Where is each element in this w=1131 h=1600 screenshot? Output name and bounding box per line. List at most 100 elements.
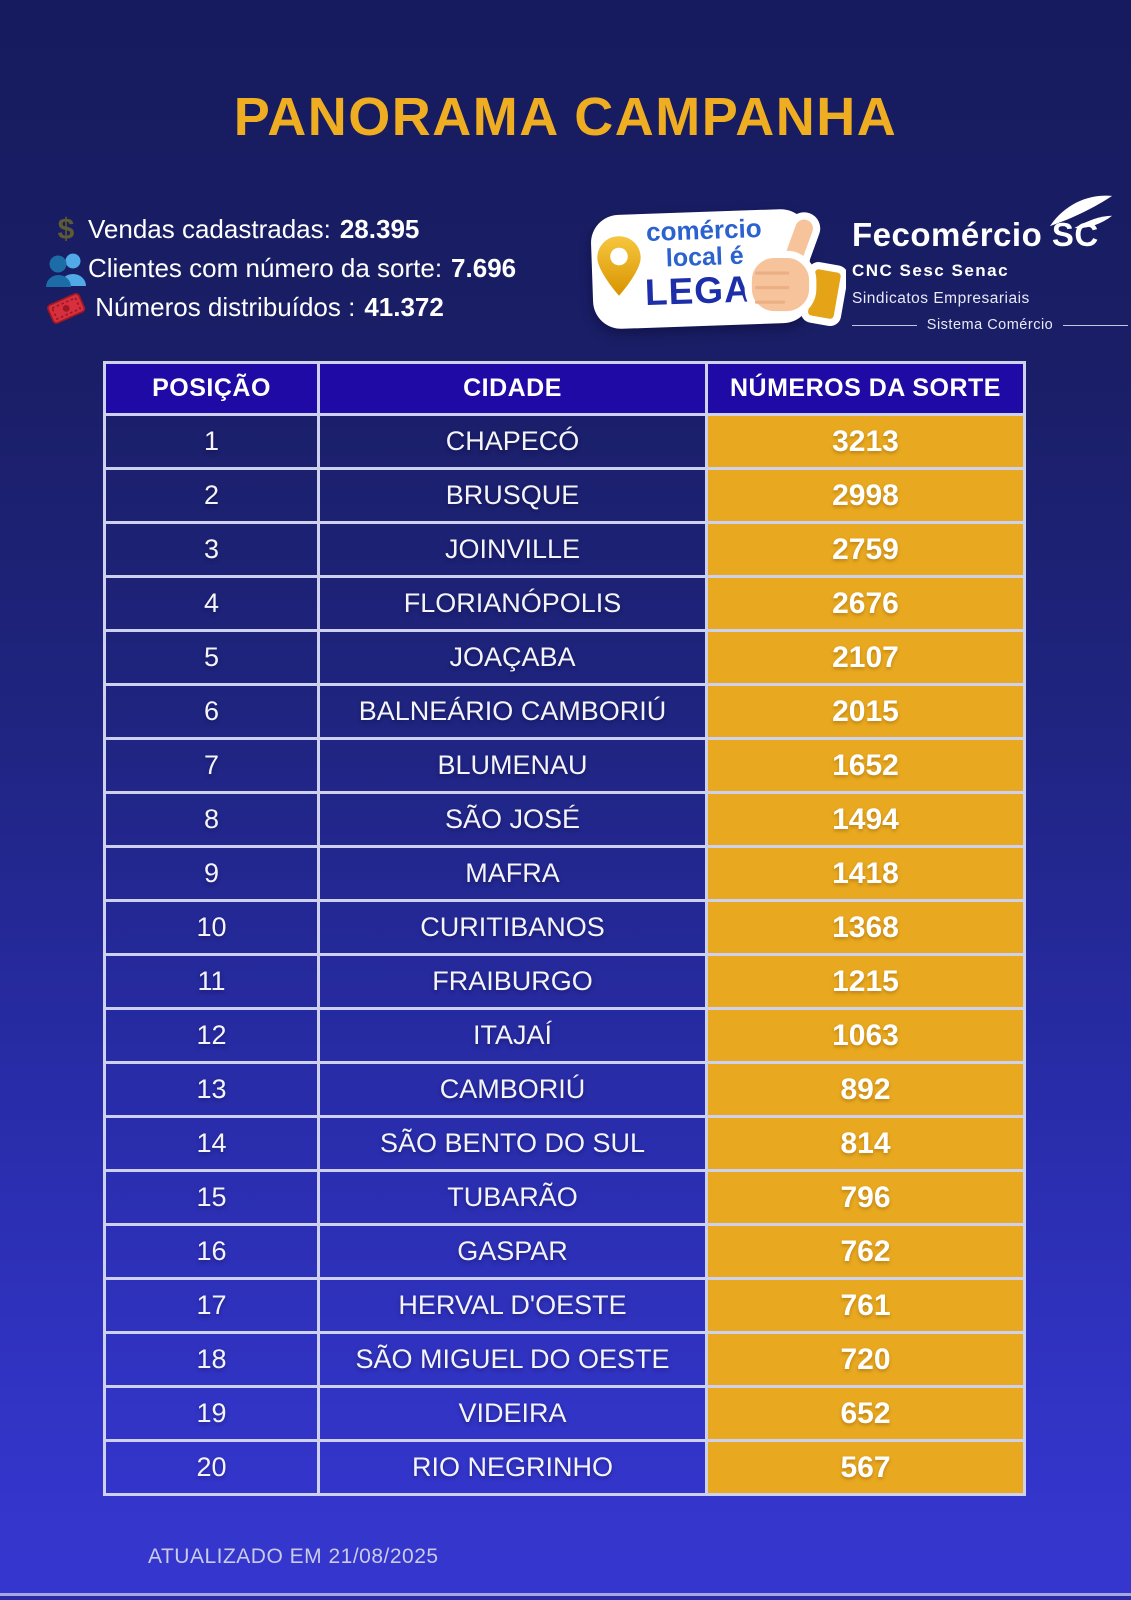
position-cell: 15 bbox=[103, 1169, 320, 1226]
numbers-cell: 892 bbox=[705, 1061, 1026, 1118]
city-cell: CURITIBANOS bbox=[317, 899, 708, 956]
position-cell: 5 bbox=[103, 629, 320, 686]
position-cell: 3 bbox=[103, 521, 320, 578]
numbers-cell: 1063 bbox=[705, 1007, 1026, 1064]
numbers-cell: 1215 bbox=[705, 953, 1026, 1010]
stat-value: 28.395 bbox=[339, 214, 420, 244]
header-numeros-da-sorte: NÚMEROS DA SORTE bbox=[705, 361, 1026, 416]
city-cell: HERVAL D'OESTE bbox=[317, 1277, 708, 1334]
position-cell: 12 bbox=[103, 1007, 320, 1064]
position-cell: 4 bbox=[103, 575, 320, 632]
table-row: 12 ITAJAÍ 1063 bbox=[103, 1007, 1026, 1064]
city-cell: VIDEIRA bbox=[317, 1385, 708, 1442]
stat-row-vendas: $ Vendas cadastradas: 28.395 bbox=[44, 210, 604, 249]
logo-system-line: Sistema Comércio bbox=[852, 317, 1129, 333]
numbers-cell: 814 bbox=[705, 1115, 1026, 1172]
logo-subtitle: Sindicatos Empresariais bbox=[852, 290, 1030, 307]
position-cell: 7 bbox=[103, 737, 320, 794]
city-cell: FLORIANÓPOLIS bbox=[317, 575, 708, 632]
table-row: 1 CHAPECÓ 3213 bbox=[103, 413, 1026, 470]
position-cell: 11 bbox=[103, 953, 320, 1010]
position-cell: 14 bbox=[103, 1115, 320, 1172]
table-row: 18 SÃO MIGUEL DO OESTE 720 bbox=[103, 1331, 1026, 1388]
stat-value: 41.372 bbox=[364, 292, 444, 322]
stat-value: 7.696 bbox=[451, 253, 517, 283]
city-cell: CHAPECÓ bbox=[317, 413, 708, 470]
city-cell: GASPAR bbox=[317, 1223, 708, 1280]
position-cell: 17 bbox=[103, 1277, 320, 1334]
numbers-cell: 796 bbox=[705, 1169, 1026, 1226]
position-cell: 16 bbox=[103, 1223, 320, 1280]
numbers-cell: 2759 bbox=[705, 521, 1026, 578]
position-cell: 1 bbox=[103, 413, 320, 470]
position-cell: 20 bbox=[103, 1439, 320, 1496]
position-cell: 2 bbox=[103, 467, 320, 524]
numbers-cell: 3213 bbox=[705, 413, 1026, 470]
table-row: 8 SÃO JOSÉ 1494 bbox=[103, 791, 1026, 848]
dollar-icon: $ bbox=[57, 212, 75, 246]
table-row: 16 GASPAR 762 bbox=[103, 1223, 1026, 1280]
position-cell: 8 bbox=[103, 791, 320, 848]
numbers-cell: 2015 bbox=[705, 683, 1026, 740]
location-pin-icon bbox=[597, 236, 641, 296]
table-row: 17 HERVAL D'OESTE 761 bbox=[103, 1277, 1026, 1334]
city-cell: BRUSQUE bbox=[317, 467, 708, 524]
table-row: 11 FRAIBURGO 1215 bbox=[103, 953, 1026, 1010]
table-row: 10 CURITIBANOS 1368 bbox=[103, 899, 1026, 956]
numbers-cell: 2107 bbox=[705, 629, 1026, 686]
table-row: 15 TUBARÃO 796 bbox=[103, 1169, 1026, 1226]
divider-line bbox=[852, 324, 917, 326]
numbers-cell: 720 bbox=[705, 1331, 1026, 1388]
city-cell: SÃO BENTO DO SUL bbox=[317, 1115, 708, 1172]
city-cell: CAMBORIÚ bbox=[317, 1061, 708, 1118]
stat-row-clientes: Clientes com número da sorte: 7.696 bbox=[44, 249, 604, 288]
stat-label: Números distribuídos : bbox=[88, 292, 356, 322]
table-row: 4 FLORIANÓPOLIS 2676 bbox=[103, 575, 1026, 632]
numbers-cell: 567 bbox=[705, 1439, 1026, 1496]
numbers-cell: 652 bbox=[705, 1385, 1026, 1442]
table-row: 6 BALNEÁRIO CAMBORIÚ 2015 bbox=[103, 683, 1026, 740]
table-row: 19 VIDEIRA 652 bbox=[103, 1385, 1026, 1442]
position-cell: 9 bbox=[103, 845, 320, 902]
logo-name: Fecomércio SC bbox=[852, 195, 1128, 254]
bottom-edge-strip bbox=[0, 1593, 1131, 1600]
city-cell: BLUMENAU bbox=[317, 737, 708, 794]
city-cell: BALNEÁRIO CAMBORIÚ bbox=[317, 683, 708, 740]
city-cell: SÃO JOSÉ bbox=[317, 791, 708, 848]
city-cell: FRAIBURGO bbox=[317, 953, 708, 1010]
stats-list: $ Vendas cadastradas: 28.395 Clientes co… bbox=[44, 210, 604, 327]
table-row: 2 BRUSQUE 2998 bbox=[103, 467, 1026, 524]
table-row: 7 BLUMENAU 1652 bbox=[103, 737, 1026, 794]
table-row: 9 MAFRA 1418 bbox=[103, 845, 1026, 902]
position-cell: 6 bbox=[103, 683, 320, 740]
numbers-cell: 1368 bbox=[705, 899, 1026, 956]
table-row: 20 RIO NEGRINHO 567 bbox=[103, 1439, 1026, 1496]
city-cell: JOAÇABA bbox=[317, 629, 708, 686]
campaign-badge: comércio local é LEGAL bbox=[580, 198, 846, 338]
position-cell: 10 bbox=[103, 899, 320, 956]
clients-icon bbox=[44, 251, 88, 287]
numbers-cell: 1494 bbox=[705, 791, 1026, 848]
numbers-cell: 2998 bbox=[705, 467, 1026, 524]
city-cell: RIO NEGRINHO bbox=[317, 1439, 708, 1496]
page-title: PANORAMA CAMPANHA bbox=[233, 87, 898, 147]
position-cell: 19 bbox=[103, 1385, 320, 1442]
table-header-row: POSIÇÃO CIDADE NÚMEROS DA SORTE bbox=[103, 361, 1026, 416]
header-posicao: POSIÇÃO bbox=[103, 361, 320, 416]
numbers-cell: 2676 bbox=[705, 575, 1026, 632]
fecomercio-logo: Fecomércio SC CNC Sesc Senac Sindicatos … bbox=[852, 195, 1129, 333]
wing-icon bbox=[1049, 195, 1113, 229]
table-row: 3 JOINVILLE 2759 bbox=[103, 521, 1026, 578]
city-cell: ITAJAÍ bbox=[317, 1007, 708, 1064]
table-row: 13 CAMBORIÚ 892 bbox=[103, 1061, 1026, 1118]
header-cidade: CIDADE bbox=[317, 361, 708, 416]
ranking-table: POSIÇÃO CIDADE NÚMEROS DA SORTE 1 CHAPECÓ… bbox=[103, 361, 1026, 1496]
ticket-icon bbox=[44, 288, 88, 328]
updated-at-text: ATUALIZADO EM 21/08/2025 bbox=[148, 1545, 439, 1568]
numbers-cell: 762 bbox=[705, 1223, 1026, 1280]
position-cell: 18 bbox=[103, 1331, 320, 1388]
position-cell: 13 bbox=[103, 1061, 320, 1118]
city-cell: SÃO MIGUEL DO OESTE bbox=[317, 1331, 708, 1388]
thumbs-up-icon bbox=[744, 212, 846, 327]
logo-brands: CNC Sesc Senac bbox=[852, 261, 1010, 280]
